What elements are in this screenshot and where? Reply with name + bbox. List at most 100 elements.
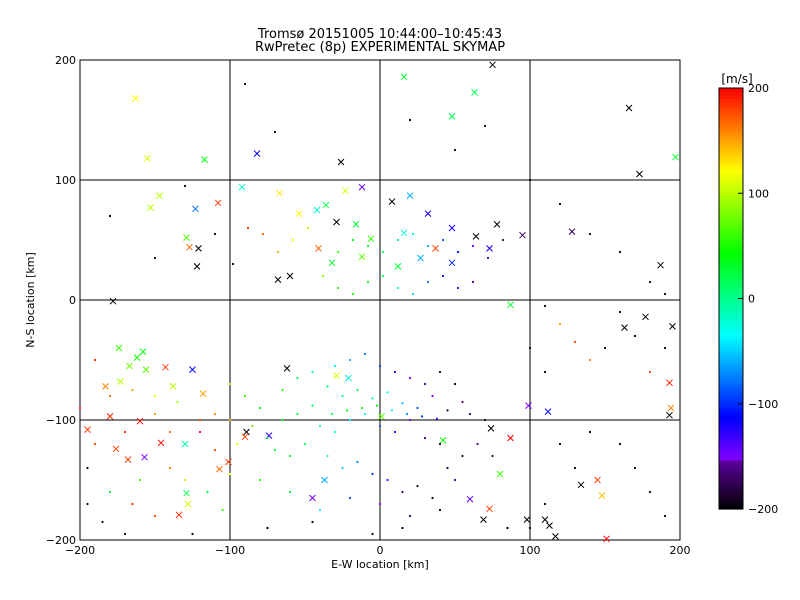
data-point-dot: [438, 370, 442, 374]
data-point-x: [496, 470, 504, 478]
data-point-dot: [471, 244, 475, 248]
data-point-dot: [648, 280, 652, 284]
data-point-dot: [408, 418, 412, 422]
colorbar-segment: [719, 456, 743, 461]
colorbar-segment: [719, 217, 743, 222]
colorbar-segment: [719, 379, 743, 384]
data-point-x: [189, 366, 196, 373]
colorbar-segment: [719, 168, 743, 173]
colorbar-segment: [719, 305, 743, 310]
colorbar-segment: [719, 133, 743, 138]
colorbar-segment: [719, 263, 743, 268]
data-point-dot: [153, 514, 157, 518]
data-point-x: [109, 297, 117, 305]
data-point-dot: [336, 286, 340, 290]
colorbar-segment: [719, 396, 743, 401]
colorbar-segment: [719, 161, 743, 166]
colorbar-segment: [719, 403, 743, 408]
scatter-markers: [78, 61, 679, 543]
data-point-x: [147, 204, 154, 211]
data-point-dot: [426, 280, 430, 284]
y-tick-label: 100: [55, 174, 76, 187]
data-point-x: [193, 263, 201, 270]
data-point-dot: [663, 346, 667, 350]
data-point-x: [400, 73, 408, 81]
data-point-x: [400, 229, 408, 237]
data-point-dot: [228, 472, 232, 476]
data-point-dot: [501, 238, 505, 242]
data-point-x: [493, 221, 501, 228]
data-point-dot: [236, 442, 239, 446]
data-point-x: [117, 378, 124, 385]
data-point-x: [295, 210, 303, 217]
colorbar-segment: [719, 112, 743, 117]
data-point-dot: [396, 286, 400, 290]
chart-subtitle: RwPretec (8p) EXPERIMENTAL SKYMAP: [255, 40, 505, 55]
data-point-dot: [281, 418, 284, 422]
colorbar-segment: [719, 144, 743, 149]
colorbar-segment: [719, 259, 743, 265]
colorbar-tick-label: 0: [748, 293, 755, 306]
data-point-dot: [378, 424, 382, 428]
data-point-dot: [243, 394, 247, 398]
data-point-dot: [408, 376, 412, 380]
data-point-dot: [401, 402, 404, 405]
data-point-dot: [228, 418, 232, 422]
data-point-x: [471, 89, 478, 96]
colorbar-segment: [719, 277, 743, 282]
data-point-dot: [258, 406, 262, 410]
colorbar-segment: [719, 196, 743, 201]
data-point-dot: [420, 415, 424, 418]
colorbar-segment: [719, 266, 743, 272]
data-point-x: [480, 516, 487, 523]
data-point-dot: [528, 178, 532, 182]
colorbar-segment: [719, 193, 743, 198]
y-axis-label: N-S location [km]: [24, 252, 37, 348]
data-point-dot: [506, 526, 509, 530]
colorbar-segment: [719, 249, 743, 254]
data-point-x: [241, 433, 249, 441]
colorbar-segment: [719, 291, 743, 296]
data-point-dot: [326, 385, 329, 388]
data-point-x: [183, 234, 190, 241]
y-tick-label: 200: [55, 54, 76, 67]
data-point-x: [636, 170, 643, 178]
data-point-x: [432, 245, 439, 252]
colorbar-segment: [719, 417, 743, 422]
data-point-dot: [441, 238, 445, 242]
data-point-dot: [573, 340, 577, 344]
data-point-x: [84, 426, 91, 433]
data-point-dot: [558, 202, 562, 206]
data-point-dot: [311, 370, 314, 374]
data-point-dot: [648, 370, 652, 374]
data-point-dot: [356, 460, 359, 464]
colorbar-segment: [719, 284, 743, 289]
data-point-dot: [411, 232, 415, 236]
data-point-dot: [281, 388, 284, 392]
data-point-dot: [386, 478, 389, 482]
colorbar-segment: [719, 298, 743, 303]
data-point-dot: [303, 442, 307, 446]
colorbar-segment: [719, 179, 743, 184]
data-point-dot: [168, 466, 172, 470]
data-point-dot: [411, 292, 415, 296]
data-point-dot: [360, 406, 364, 410]
data-point-dot: [183, 478, 187, 482]
data-point-dot: [405, 412, 409, 416]
data-point-dot: [461, 400, 464, 404]
data-point-dot: [288, 490, 292, 494]
colorbar-segment: [719, 235, 743, 240]
data-point-dot: [486, 256, 490, 260]
colorbar-segment: [719, 231, 743, 236]
data-point-x: [313, 206, 321, 214]
colorbar-segment: [719, 151, 743, 156]
data-point-dot: [266, 436, 269, 440]
colorbar-segment: [719, 182, 743, 187]
data-point-x: [568, 228, 576, 235]
colorbar-segment: [719, 137, 743, 142]
colorbar-segment: [719, 375, 743, 380]
colorbar-segment: [719, 203, 743, 208]
data-point-dot: [543, 304, 547, 308]
colorbar-segment: [719, 172, 743, 177]
colorbar-segment: [719, 494, 743, 500]
